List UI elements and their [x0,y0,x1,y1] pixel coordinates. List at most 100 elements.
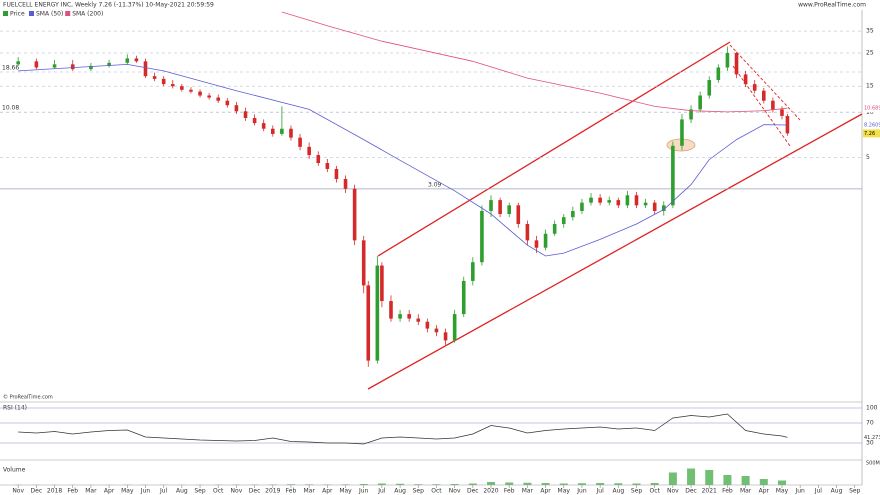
x-tick-label: Apr [104,488,115,495]
x-tick-label: Sep [849,488,861,495]
candle-body [443,332,448,341]
y-tick-label: 25 [866,50,874,57]
candle-body [325,163,330,169]
candle-body [671,145,675,206]
x-tick-label: 2018 [47,488,62,495]
candle-body [571,210,575,218]
candle-body [261,123,266,129]
candle-body [180,86,184,90]
candle-body [707,80,712,96]
line [281,11,788,113]
legend-swatch [3,11,8,16]
candle-body [616,200,621,206]
x-tick-label: 2021 [702,488,717,495]
candle-body [525,224,530,241]
volume-bar [687,468,696,485]
x-tick-label: Mar [303,488,315,495]
volume-bar [614,483,623,485]
candle-body [625,195,630,206]
site: www.ProRealTime.com [798,2,866,9]
candle-body [152,76,157,79]
candle-body [561,217,566,225]
volume-bar [286,484,295,485]
level-label: 18.66 [2,65,19,72]
candle-body [198,91,202,96]
candle-body [398,314,402,319]
line [18,413,788,445]
candle-body [143,61,148,77]
candle-body [425,321,430,329]
candle-body [289,128,293,138]
candle-body [434,328,439,333]
candle-body [507,205,511,214]
candle-body [307,146,311,156]
candle-body [170,84,175,87]
candle-body [607,200,612,203]
candle-body [743,74,748,85]
x-tick-label: Feb [67,488,78,495]
volume-bar [723,475,732,485]
value-tag [863,120,880,129]
candle-body [543,233,548,248]
x-tick-label: Nov [231,488,243,495]
candle-body [589,197,593,203]
value-tag-label: 41.273 [864,435,880,441]
candle-body [216,97,221,101]
x-tick-label: Nov [449,488,461,495]
legend-label: SMA (50) [36,11,63,18]
candle-body [552,224,557,234]
y-tick-label: 10 [866,109,874,116]
x-tick-label: Nov [667,488,679,495]
candle-body [725,53,730,68]
trendline [367,113,863,390]
x-tick-label: Feb [504,488,515,495]
x-tick-label: May [558,488,571,495]
volume-bar [668,472,677,485]
x-tick-label: Mar [740,488,752,495]
volume-bar [759,479,768,485]
candle-body [416,318,421,322]
x-tick-label: Apr [759,488,770,495]
volume-bar [705,470,714,485]
volume-bar [523,482,532,485]
candle-body [634,195,639,206]
legend-label: Price [10,11,25,18]
candle-body [107,62,111,66]
volume-bar [468,483,477,485]
candle-body [334,168,339,179]
volume-bar [541,483,550,485]
value-tag-label: 7.26 [864,131,875,137]
x-tick-label: May [776,488,789,495]
x-tick-label: May [339,488,352,495]
candle-body [734,53,739,75]
x-tick-label: Aug [394,488,406,495]
legend-swatch [65,11,71,16]
x-tick-label: 2020 [483,488,498,495]
candle-body [598,197,602,203]
candle-body [652,202,657,211]
volume-bar [559,483,568,485]
volume-bar [432,484,441,485]
y-tick-label: 100 [866,405,878,412]
x-tick-label: Dec [31,488,43,495]
candle-body [16,61,20,65]
value-tag [863,104,880,113]
line [18,63,788,257]
candle-body [280,128,284,134]
trendline [377,41,731,257]
x-tick-label: Mar [85,488,97,495]
candle-body [489,200,493,211]
x-tick-label: Oct [213,488,224,495]
candle-body [461,280,466,315]
candle-body [375,265,380,361]
x-tick-label: Aug [176,488,188,495]
volume-bar [414,484,423,485]
candle-body [243,111,248,118]
y-tick-label: 5 [866,154,870,161]
candle-body [380,265,384,302]
x-tick-label: Dec [249,488,261,495]
candle-body [516,205,521,225]
x-tick-label: Jun [358,488,369,495]
candle-body [161,78,166,85]
